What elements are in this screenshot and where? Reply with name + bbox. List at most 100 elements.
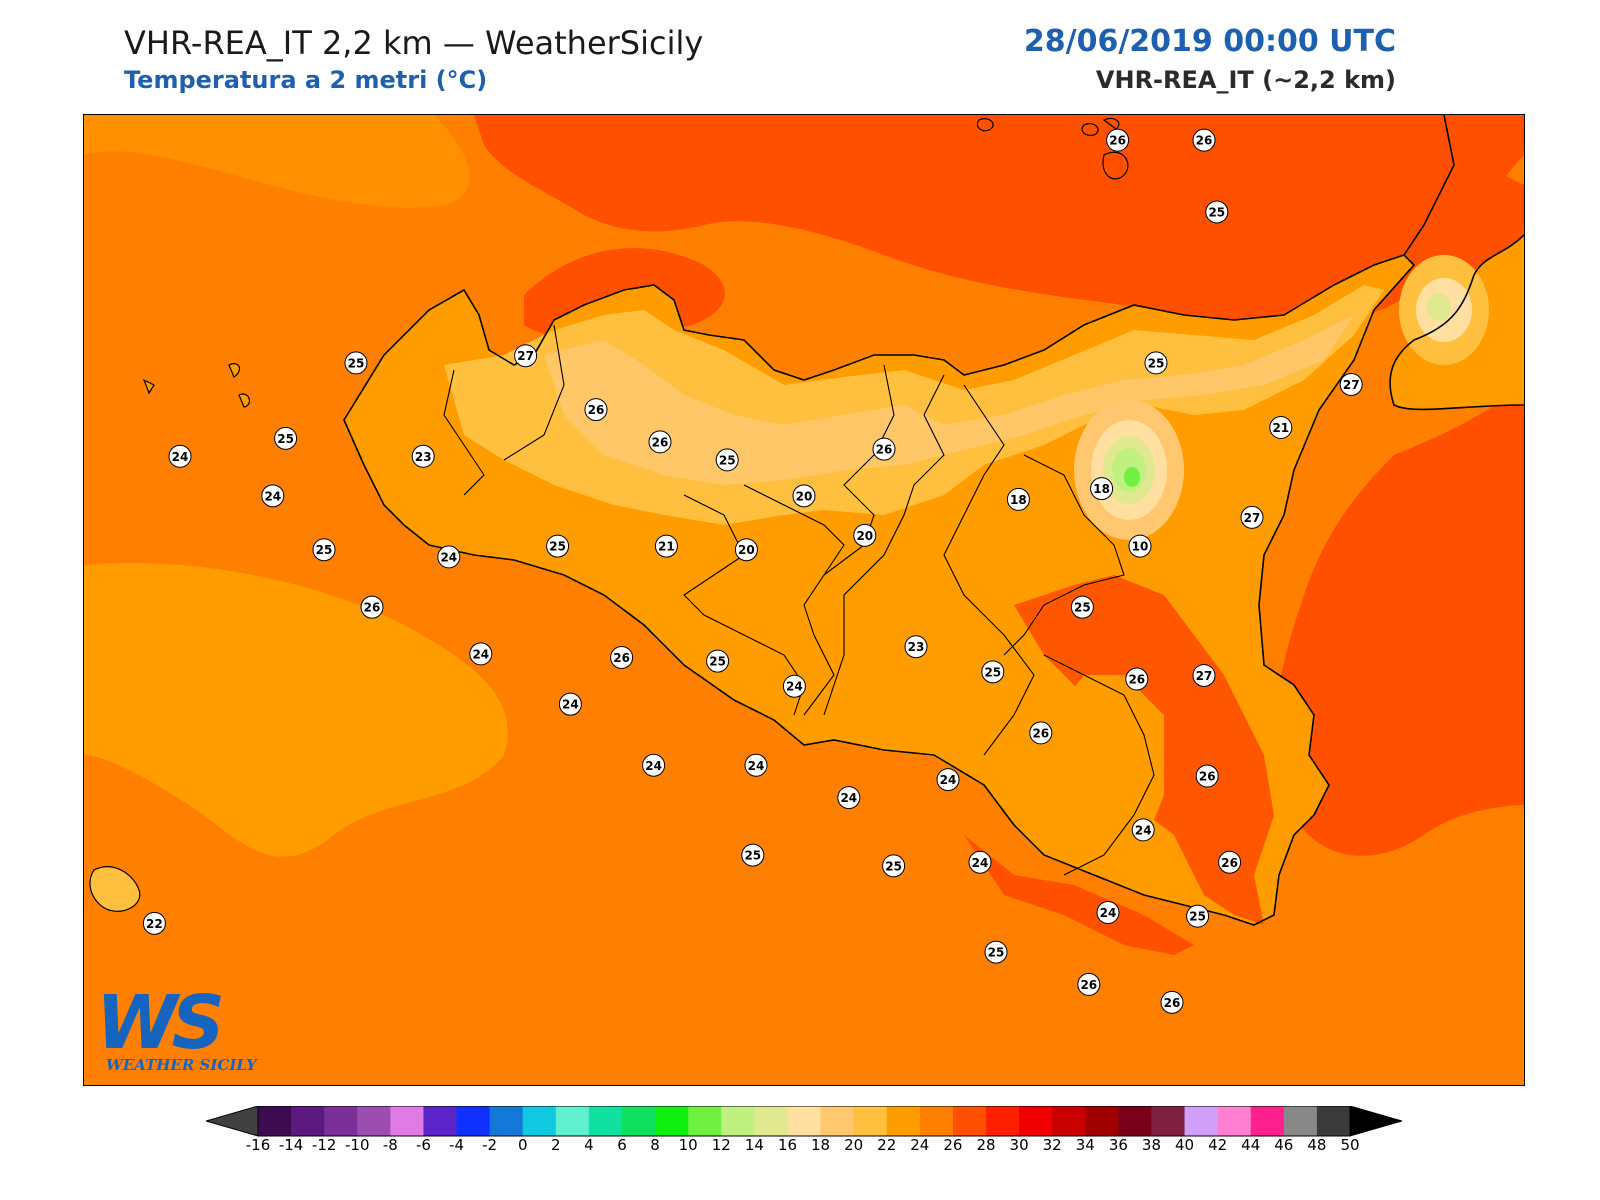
station-marker: 20: [853, 523, 877, 547]
egadi-islands: [142, 363, 251, 408]
station-value: 20: [856, 529, 873, 543]
colorbar-cell: [1085, 1106, 1119, 1136]
station-circle: [744, 753, 768, 777]
station-value: 24: [562, 698, 579, 712]
station-marker: 25: [984, 940, 1008, 964]
station-circle: [1077, 972, 1101, 996]
colorbar-cell: [423, 1106, 458, 1136]
station-value: 27: [1343, 378, 1360, 392]
logo-text: WEATHER SICILY: [106, 1056, 257, 1074]
station-value: 25: [348, 356, 365, 370]
station-circle: [1160, 990, 1184, 1014]
colorbar-cell: [1250, 1106, 1285, 1136]
station-marker: 23: [411, 444, 435, 468]
colorbar-cell: [820, 1106, 855, 1136]
station-circle: [936, 768, 960, 792]
colorbar-cell: [1184, 1106, 1219, 1136]
colorbar-cell: [952, 1106, 987, 1136]
colorbar-cell: [324, 1106, 358, 1136]
colorbar-tick-label: 0: [517, 1136, 528, 1154]
colorbar-under-arrow: [206, 1106, 259, 1137]
colorbar-cell: [1283, 1106, 1318, 1136]
station-circle: [741, 843, 765, 867]
station-circle: [1125, 667, 1149, 691]
calabria-coastline: [1389, 115, 1524, 411]
station-circle: [872, 437, 896, 461]
colorbar-tick-label: -12: [311, 1136, 337, 1154]
colorbar-tick-label: 4: [584, 1136, 594, 1154]
station-marker: 25: [1186, 904, 1210, 928]
station-marker: 26: [1106, 128, 1130, 152]
station-marker: 25: [546, 534, 570, 558]
station-value: 24: [748, 759, 765, 773]
station-circle: [1128, 534, 1152, 558]
station-value: 25: [988, 946, 1005, 960]
station-circle: [1006, 487, 1030, 511]
colorbar-tick-label: 22: [877, 1136, 897, 1154]
colorbar-cell: [1151, 1106, 1186, 1136]
station-value: 25: [316, 543, 333, 557]
station-marker: 27: [1339, 372, 1363, 396]
sea-field-26-ne: [944, 115, 1524, 292]
station-value: 26: [876, 443, 893, 457]
colorbar-cell: [1052, 1106, 1086, 1136]
station-value: 26: [1128, 673, 1145, 687]
station-circle: [360, 595, 384, 619]
colorbar-cell: [522, 1106, 557, 1136]
sicily-coastline: [343, 254, 1416, 926]
station-circle: [1096, 901, 1120, 925]
colorbar-tick-label: -2: [482, 1136, 498, 1154]
station-circle: [984, 940, 1008, 964]
colorbar-cell: [919, 1106, 954, 1136]
aeolian-islands: [976, 117, 1129, 180]
station-marker: 24: [782, 674, 806, 698]
etna-field-10: [1124, 467, 1140, 487]
station-circle: [1205, 200, 1229, 224]
station-marker: 25: [706, 649, 730, 673]
station-value: 25: [1189, 910, 1206, 924]
station-circle: [312, 538, 336, 562]
colorbar-tick-label: 24: [910, 1136, 930, 1154]
colorbar-cell: [622, 1106, 656, 1136]
station-marker: 25: [312, 538, 336, 562]
station-value: 26: [1109, 134, 1126, 148]
station-value: 23: [908, 640, 925, 654]
station-circle: [344, 351, 368, 375]
station-circle: [853, 523, 877, 547]
colorbar-tick-label: -16: [245, 1136, 271, 1154]
station-value: 26: [1196, 134, 1213, 148]
station-marker: 25: [1144, 351, 1168, 375]
colorbar-cell: [886, 1106, 921, 1136]
land-field-26-south: [964, 835, 1194, 955]
station-marker: 25: [882, 854, 906, 878]
colorbar-cell: [787, 1106, 822, 1136]
station-circle: [1218, 850, 1242, 874]
colorbar-cell: [258, 1106, 292, 1136]
station-value: 27: [517, 349, 534, 363]
station-value: 27: [1244, 511, 1261, 525]
colorbar-tick-label: 44: [1241, 1136, 1261, 1154]
station-marker: 25: [274, 426, 298, 450]
station-circle: [642, 753, 666, 777]
station-marker: 18: [1006, 487, 1030, 511]
station-value: 24: [786, 680, 803, 694]
station-marker: 21: [654, 534, 678, 558]
station-circle: [1269, 416, 1293, 440]
station-circle: [1192, 663, 1216, 687]
station-marker: 26: [610, 645, 634, 669]
station-value: 25: [1148, 356, 1165, 370]
station-value: 26: [1221, 856, 1238, 870]
station-marker: 27: [1240, 505, 1264, 529]
station-marker: 26: [1195, 764, 1219, 788]
station-marker: 10: [1128, 534, 1152, 558]
colorbar-outline: [257, 1106, 1351, 1137]
weathersicily-logo: WS WEATHER SICILY: [96, 980, 257, 1080]
colorbar-cell: [754, 1106, 788, 1136]
colorbar-tick-label: 40: [1174, 1136, 1195, 1154]
colorbar-tick-label: 42: [1208, 1136, 1228, 1154]
station-marker: 25: [741, 843, 765, 867]
station-marker: 26: [1029, 721, 1053, 745]
station-value: 26: [364, 601, 381, 615]
province-boundaries: [443, 324, 1155, 876]
colorbar-tick-label: 46: [1274, 1136, 1294, 1154]
